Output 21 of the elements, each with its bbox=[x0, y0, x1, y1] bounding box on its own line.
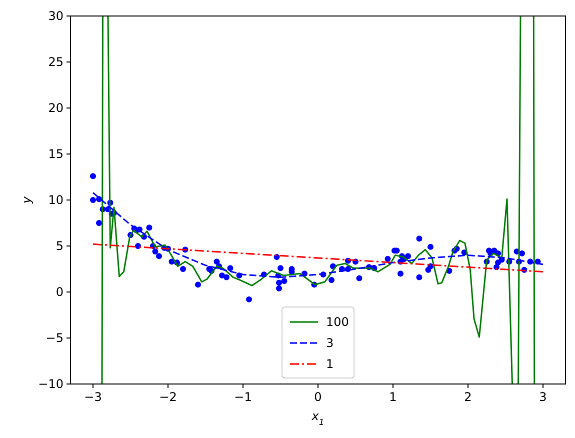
x-axis-title: x$_{1}$ bbox=[310, 409, 324, 427]
x-tick-label: 0 bbox=[314, 390, 322, 404]
y-tick-label: 15 bbox=[48, 147, 64, 161]
x-tick-label: 2 bbox=[464, 390, 472, 404]
y-tick-label: −10 bbox=[38, 377, 64, 391]
x-tick-label: −3 bbox=[84, 390, 102, 404]
y-tick-label: 25 bbox=[48, 55, 64, 69]
y-tick-label: 30 bbox=[48, 9, 64, 23]
y-tick-label: 0 bbox=[56, 285, 64, 299]
y-axis-title: y bbox=[20, 196, 34, 205]
legend-label: 3 bbox=[326, 336, 334, 350]
y-tick-label: −5 bbox=[46, 331, 64, 345]
legend-label: 1 bbox=[326, 357, 334, 371]
y-tick-label: 10 bbox=[48, 193, 64, 207]
x-tick-label: −1 bbox=[234, 390, 252, 404]
x-tick-label: 3 bbox=[539, 390, 547, 404]
legend-label: 100 bbox=[326, 315, 349, 329]
y-tick-label: 20 bbox=[48, 101, 64, 115]
y-tick-label: 5 bbox=[56, 239, 64, 253]
x-tick-label: 1 bbox=[389, 390, 397, 404]
x-tick-label: −2 bbox=[159, 390, 177, 404]
